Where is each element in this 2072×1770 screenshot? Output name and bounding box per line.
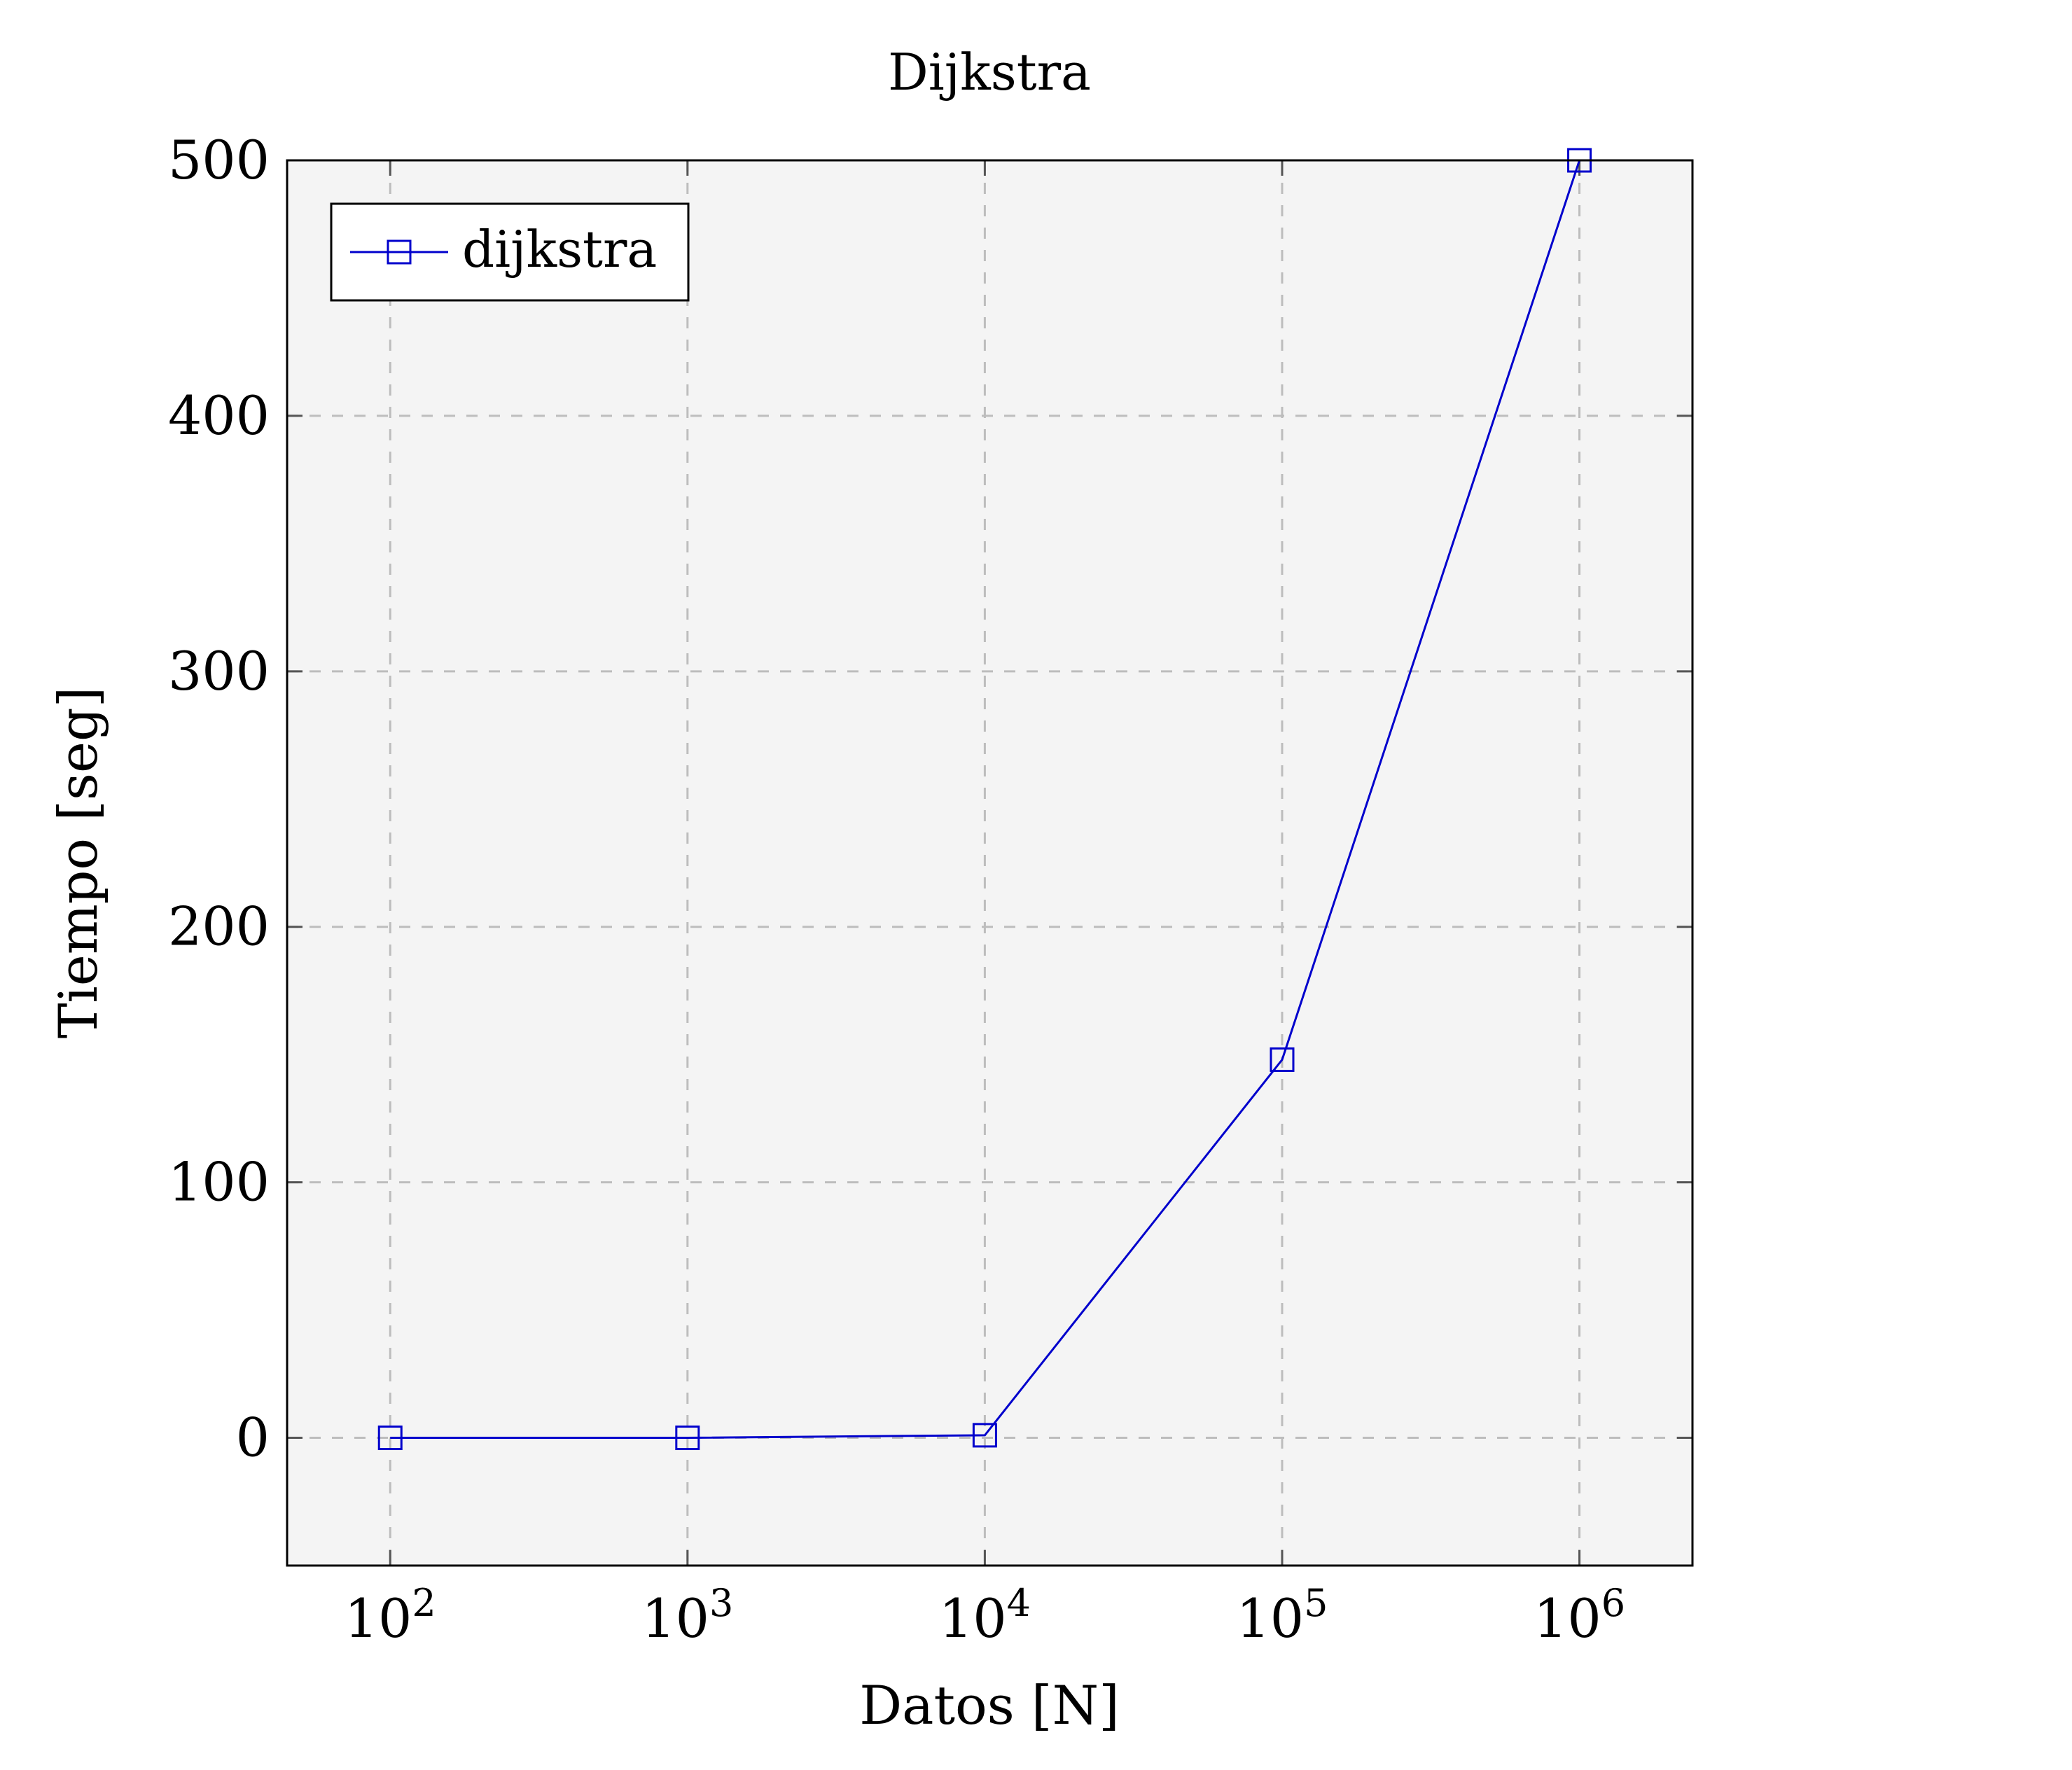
y-tick-label: 0: [236, 1407, 270, 1469]
data-point: [972, 1423, 997, 1448]
plot-area: [287, 160, 1692, 1566]
x-axis-label: Datos [N]: [859, 1674, 1120, 1736]
series-line: [390, 160, 1581, 1439]
legend: dijkstra: [330, 202, 690, 302]
y-tick-label: 100: [168, 1151, 270, 1213]
legend-label: dijkstra: [462, 220, 657, 279]
plot-frame: [286, 159, 1694, 1567]
x-ticks: 102 103 104 105 106: [345, 160, 1625, 1650]
x-tick-label: 103: [641, 1581, 733, 1650]
data-point: [377, 1426, 403, 1451]
x-tick-label: 106: [1534, 1581, 1625, 1650]
chart-title: Dijkstra: [888, 43, 1091, 102]
x-grid: [389, 160, 1581, 1566]
y-tick-label: 400: [168, 384, 270, 447]
x-tick-label: 105: [1236, 1581, 1328, 1650]
data-point: [675, 1426, 700, 1451]
data-point: [1270, 1047, 1295, 1072]
y-tick-label: 300: [168, 640, 270, 702]
y-axis-label: Tiempo [seg]: [47, 687, 109, 1039]
legend-marker: [387, 239, 412, 265]
y-ticks: 0 100 200 300 400 500: [168, 129, 1692, 1469]
x-tick-label: 104: [939, 1581, 1031, 1650]
y-tick-label: 500: [168, 129, 270, 191]
x-tick-label: 102: [345, 1581, 436, 1650]
y-tick-label: 200: [168, 896, 270, 958]
